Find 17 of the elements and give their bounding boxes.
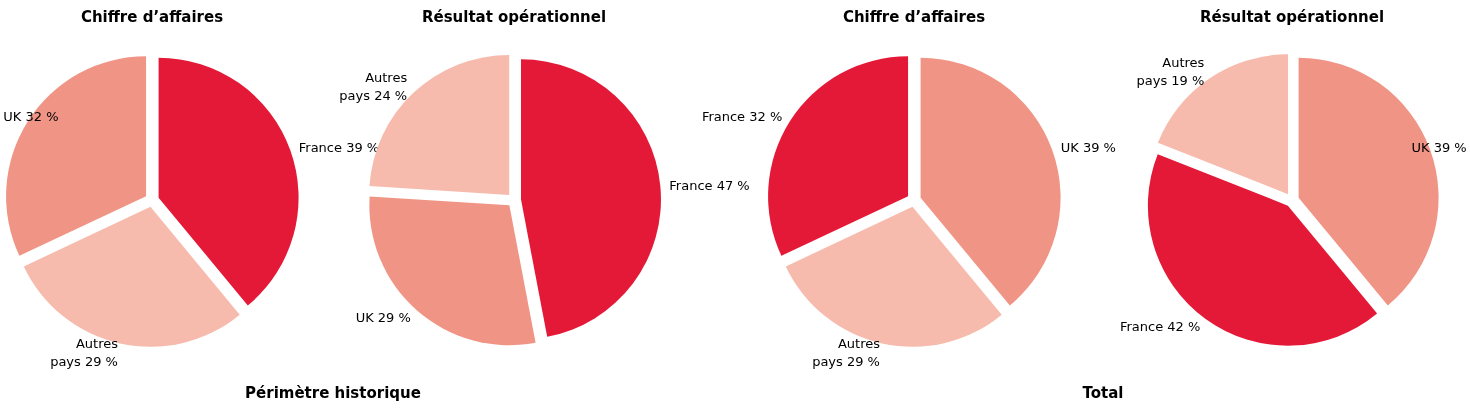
slice-label: France 42 % [1119, 319, 1201, 335]
chart-title: Chiffre d’affaires [80, 8, 224, 26]
slice-label: UK 39 % [1411, 140, 1467, 156]
chart-title: Résultat opérationnel [421, 8, 607, 26]
slice-label: Autres pays 29 % [812, 336, 881, 370]
slice-label: UK 29 % [355, 310, 411, 326]
slice-label: UK 32 % [3, 109, 59, 125]
slice-label: Autres pays 24 % [339, 70, 408, 104]
text: Total [1082, 384, 1124, 402]
text: Périmètre historique [245, 384, 421, 402]
chart-title: Chiffre d’affaires [842, 8, 986, 26]
slice-label: Autres pays 19 % [1136, 54, 1205, 88]
chart-title: Résultat opérationnel [1199, 8, 1385, 26]
slice-label: Autres pays 29 % [50, 336, 119, 370]
slice-label: France 32 % [701, 109, 783, 125]
slice-label: France 47 % [669, 178, 750, 194]
slice-label: UK 39 % [1060, 140, 1116, 156]
